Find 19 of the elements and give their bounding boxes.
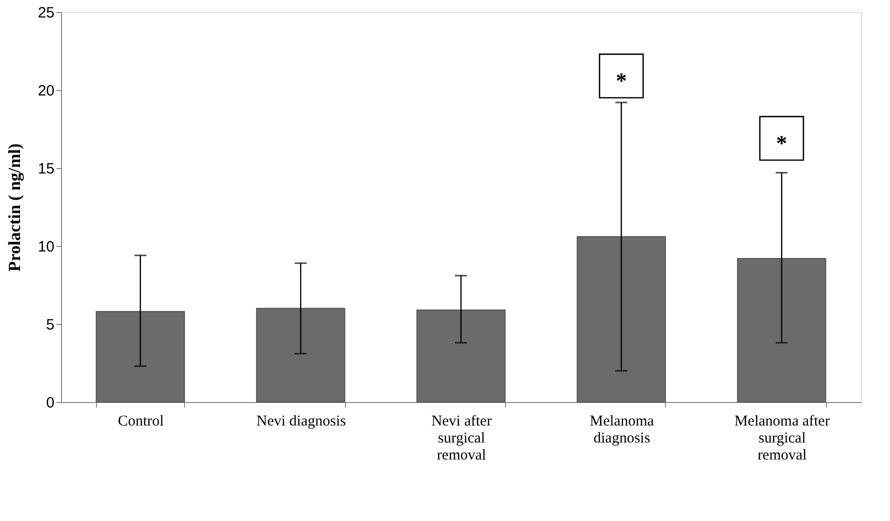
bar bbox=[737, 258, 826, 402]
bar bbox=[416, 309, 506, 402]
y-tick-label: 15 bbox=[38, 160, 54, 178]
y-tick-label: 5 bbox=[46, 316, 54, 334]
y-tick-label: 10 bbox=[38, 238, 54, 256]
y-tick-label: 20 bbox=[38, 82, 54, 100]
annotation: * bbox=[616, 68, 627, 93]
bar bbox=[576, 236, 666, 402]
x-tick-label: Nevi after surgical removal bbox=[431, 414, 492, 464]
x-tick-label: Melanoma after surgical removal bbox=[734, 414, 830, 464]
annotation: * bbox=[776, 130, 788, 156]
x-tick-label: Melanoma diagnosis bbox=[590, 414, 654, 446]
x-tick-label: Nevi diagnosis bbox=[256, 414, 346, 430]
y-tick-label: 0 bbox=[46, 394, 54, 412]
y-tick-label: 25 bbox=[38, 4, 54, 22]
bar bbox=[96, 311, 185, 402]
bar bbox=[256, 308, 346, 402]
x-tick-label: Control bbox=[118, 414, 164, 430]
y-axis-title: Prolactin ( ng/ml) bbox=[4, 143, 24, 272]
